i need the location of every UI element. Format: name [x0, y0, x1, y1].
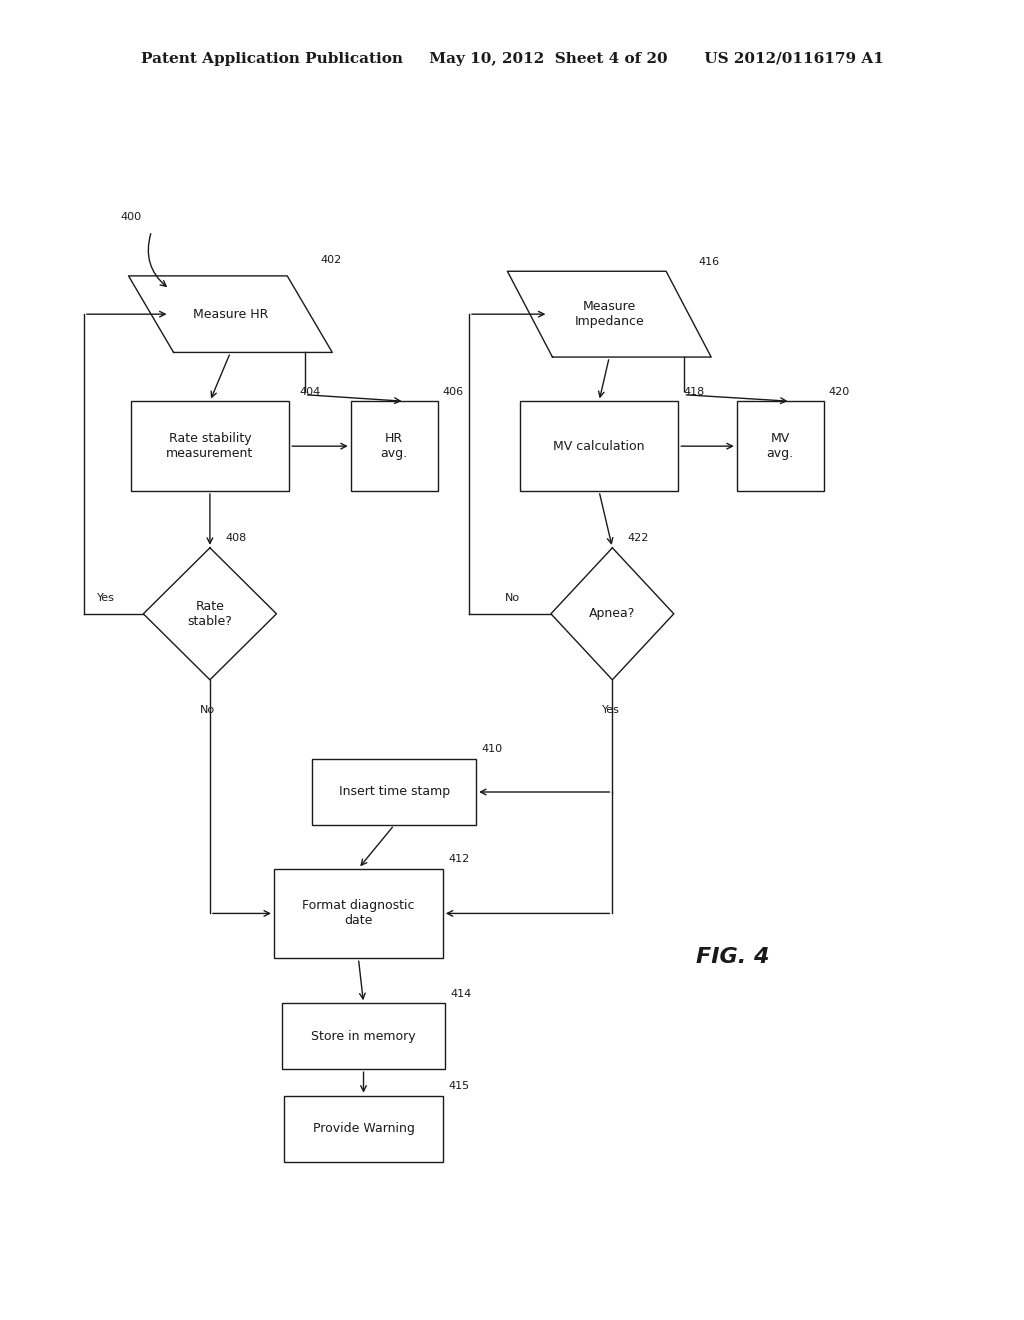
Text: Format diagnostic
date: Format diagnostic date	[302, 899, 415, 928]
Polygon shape	[143, 548, 276, 680]
Text: FIG. 4: FIG. 4	[696, 946, 770, 968]
Text: Provide Warning: Provide Warning	[312, 1122, 415, 1135]
Text: 414: 414	[451, 989, 472, 999]
Polygon shape	[507, 272, 711, 356]
Text: MV calculation: MV calculation	[553, 440, 645, 453]
Text: Measure HR: Measure HR	[193, 308, 268, 321]
Bar	[519, 401, 678, 491]
Polygon shape	[551, 548, 674, 680]
Text: 422: 422	[628, 533, 649, 544]
Text: Rate stability
measurement: Rate stability measurement	[166, 432, 254, 461]
Text: 402: 402	[319, 255, 341, 265]
Bar	[131, 401, 289, 491]
Text: Measure
Impedance: Measure Impedance	[574, 300, 644, 329]
Text: 400: 400	[121, 213, 142, 223]
Bar	[312, 759, 476, 825]
Text: No: No	[200, 705, 215, 715]
Text: 412: 412	[449, 854, 469, 865]
Text: Yes: Yes	[602, 705, 620, 715]
Text: MV
avg.: MV avg.	[767, 432, 794, 461]
Text: 418: 418	[684, 387, 705, 397]
Text: Store in memory: Store in memory	[311, 1030, 416, 1043]
Text: Patent Application Publication     May 10, 2012  Sheet 4 of 20       US 2012/011: Patent Application Publication May 10, 2…	[140, 53, 884, 66]
Text: 416: 416	[698, 256, 720, 267]
Text: HR
avg.: HR avg.	[381, 432, 408, 461]
Text: 415: 415	[449, 1081, 469, 1092]
Text: 404: 404	[299, 387, 321, 397]
Bar	[282, 1003, 445, 1069]
Text: Insert time stamp: Insert time stamp	[339, 785, 450, 799]
Text: Apnea?: Apnea?	[589, 607, 636, 620]
Text: 406: 406	[442, 387, 464, 397]
Polygon shape	[129, 276, 332, 352]
Text: 408: 408	[225, 533, 247, 544]
Text: 410: 410	[481, 744, 503, 755]
Text: 420: 420	[829, 387, 850, 397]
Text: Rate
stable?: Rate stable?	[187, 599, 232, 628]
Text: Yes: Yes	[97, 593, 115, 603]
Bar	[350, 401, 438, 491]
Text: No: No	[505, 593, 520, 603]
Bar	[737, 401, 823, 491]
Bar	[284, 1096, 442, 1162]
Bar	[273, 869, 442, 958]
